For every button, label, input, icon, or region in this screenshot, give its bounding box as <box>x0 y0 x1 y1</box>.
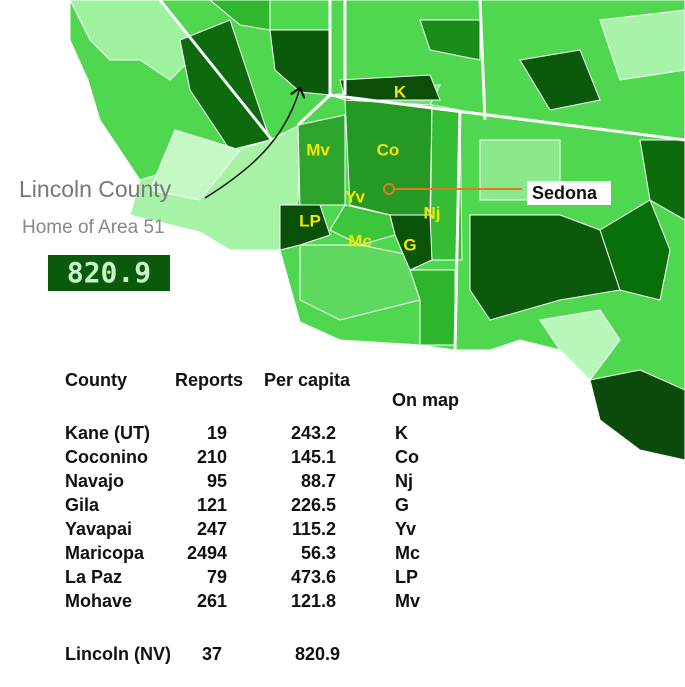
cell-county: La Paz <box>65 567 122 587</box>
cell-map-code: G <box>395 495 409 515</box>
marker-label: Sedona <box>532 183 598 203</box>
cell-map-code: K <box>395 423 408 443</box>
cell-per-capita: 226.5 <box>291 495 336 515</box>
cell-map-code: Nj <box>395 471 413 491</box>
footer-reports: 37 <box>202 644 222 664</box>
cell-per-capita: 145.1 <box>291 447 336 467</box>
callout-value: 820.9 <box>67 256 151 289</box>
cell-per-capita: 115.2 <box>292 519 336 539</box>
county-label: Mc <box>348 231 372 250</box>
cell-county: Kane (UT) <box>65 423 150 443</box>
table-header: On map <box>392 390 459 410</box>
cell-reports: 121 <box>197 495 227 515</box>
cell-county: Maricopa <box>65 543 145 563</box>
marker-box <box>527 181 611 205</box>
cell-map-code: Mc <box>395 543 420 563</box>
cell-per-capita: 56.3 <box>301 543 336 563</box>
sedona-marker: Sedona <box>383 181 611 205</box>
footer-county: Lincoln (NV) <box>65 644 171 664</box>
cell-map-code: Yv <box>395 519 416 539</box>
table-header: Per capita <box>264 370 351 390</box>
cell-reports: 19 <box>207 423 227 443</box>
cell-reports: 79 <box>207 567 227 587</box>
cell-county: Yavapai <box>65 519 132 539</box>
cell-county: Navajo <box>65 471 124 491</box>
callout: Lincoln County Home of Area 51 820.9 <box>19 88 300 291</box>
cell-map-code: LP <box>395 567 418 587</box>
callout-name: Lincoln County <box>19 176 172 202</box>
cell-per-capita: 473.6 <box>291 567 336 587</box>
cell-county: Coconino <box>65 447 148 467</box>
cell-county: Gila <box>65 495 100 515</box>
county-label: G <box>403 235 416 254</box>
footer-per-capita: 820.9 <box>295 644 340 664</box>
county-label: Co <box>377 140 400 159</box>
cell-per-capita: 243.2 <box>291 423 336 443</box>
cell-per-capita: 121.8 <box>291 591 336 611</box>
map <box>69 0 685 461</box>
county-label: LP <box>299 211 321 230</box>
county-label: Yv <box>345 187 365 206</box>
table: County Reports Per capita On map Kane (U… <box>65 370 459 664</box>
callout-subtitle: Home of Area 51 <box>22 217 165 238</box>
cell-reports: 247 <box>197 519 227 539</box>
cell-map-code: Co <box>395 447 419 467</box>
table-header: County <box>65 370 127 390</box>
county-label: Nj <box>424 203 441 222</box>
table-header: Reports <box>175 370 243 390</box>
cell-county: Mohave <box>65 591 132 611</box>
county-label: Mv <box>306 140 330 159</box>
marker-dot <box>383 183 395 195</box>
map-labels: K Mv Co Yv Nj LP Mc G <box>299 82 440 254</box>
cell-map-code: Mv <box>395 591 420 611</box>
callout-box <box>48 255 170 291</box>
callout-arrow <box>204 88 300 199</box>
county-label: K <box>394 82 407 101</box>
cell-reports: 2494 <box>187 543 227 563</box>
cell-reports: 95 <box>207 471 227 491</box>
cell-reports: 261 <box>197 591 227 611</box>
cell-reports: 210 <box>197 447 227 467</box>
cell-per-capita: 88.7 <box>301 471 336 491</box>
